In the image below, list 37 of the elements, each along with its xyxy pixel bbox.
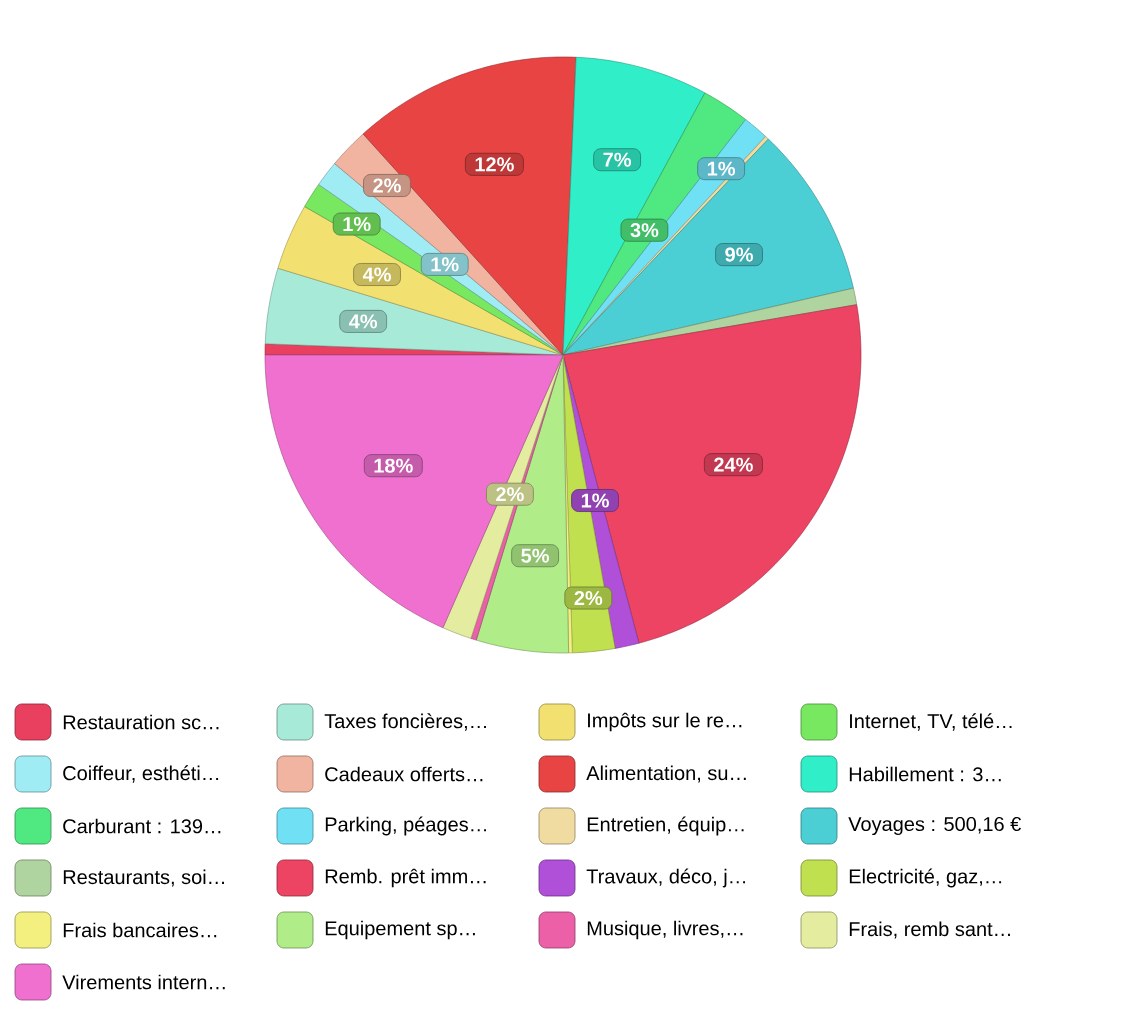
data-label: 4% bbox=[362, 267, 391, 282]
legend-label: Carburant : 139… bbox=[63, 818, 221, 834]
legend-label: Remb. prêt imm… bbox=[325, 868, 486, 888]
data-label: 1% bbox=[343, 217, 371, 232]
legend-label: Frais, remb sant… bbox=[849, 921, 1010, 939]
legend-label: Internet, TV, télé… bbox=[850, 713, 1012, 731]
data-label: 2% bbox=[574, 590, 603, 606]
legend-label: Restauration sc… bbox=[63, 714, 219, 730]
data-label: 24% bbox=[714, 457, 753, 472]
data-label: 4% bbox=[349, 314, 378, 329]
legend-label: Coiffeur, esthéti… bbox=[63, 765, 219, 783]
legend-label: Parking, péages… bbox=[325, 816, 486, 836]
legend-label: Frais bancaires… bbox=[63, 922, 217, 938]
legend-label: Habillement : 3… bbox=[849, 766, 1001, 782]
data-label: 12% bbox=[475, 157, 514, 172]
legend-label: Voyages : 500,16 € bbox=[848, 816, 1021, 836]
data-label: 1% bbox=[581, 493, 609, 508]
legend-label: Entretien, équip… bbox=[587, 816, 744, 836]
legend-label: Alimentation, su… bbox=[586, 765, 746, 783]
data-label: 18% bbox=[374, 458, 413, 473]
data-label: 1% bbox=[707, 161, 736, 176]
legend-label: Restaurants, soi… bbox=[63, 869, 224, 887]
legend-label: Impôts sur le re… bbox=[588, 712, 742, 732]
data-label: 2% bbox=[496, 487, 524, 502]
data-label: 1% bbox=[431, 257, 459, 272]
data-label: 2% bbox=[373, 178, 401, 193]
legend-label: Taxes foncières,… bbox=[324, 713, 486, 731]
legend-label: Musique, livres,… bbox=[587, 920, 743, 940]
data-label: 9% bbox=[725, 247, 753, 262]
legend-label: Equipement sp… bbox=[325, 920, 475, 940]
legend-label: Cadeaux offerts… bbox=[325, 766, 483, 782]
legend-label: Virements intern… bbox=[62, 974, 225, 990]
legend-label: Electricité, gaz,… bbox=[849, 868, 1002, 888]
legend-label: Travaux, déco, j… bbox=[586, 868, 746, 888]
data-label: 5% bbox=[521, 548, 549, 563]
data-label: 7% bbox=[603, 152, 632, 167]
data-label: 3% bbox=[630, 223, 659, 238]
